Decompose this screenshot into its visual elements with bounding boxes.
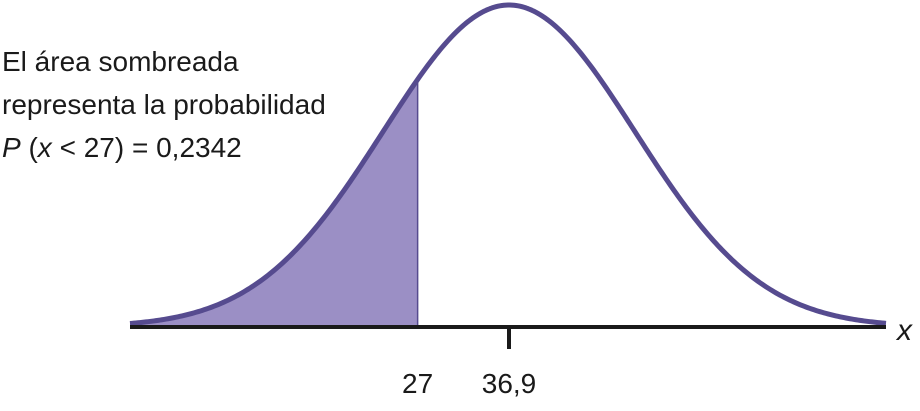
shaded-area [130,79,418,328]
x-axis-label: x [895,314,913,347]
x-tick-label: 27 [402,368,433,399]
x-tick-label: 36,9 [482,368,537,399]
annotation-line-1: El área sombreada [2,46,239,77]
paren-open: ( [20,132,38,163]
probability-annotation: El área sombreada representa la probabil… [2,40,326,169]
condition-text: < 27) = 0,2342 [51,132,242,163]
probability-symbol: P [2,132,21,163]
normal-curve [129,2,887,327]
x-ticks: 27 36,9 [402,327,536,399]
variable-x: x [37,132,52,163]
annotation-line-3: P (x < 27) = 0,2342 [2,126,326,169]
annotation-line-2: representa la probabilidad [2,89,326,120]
